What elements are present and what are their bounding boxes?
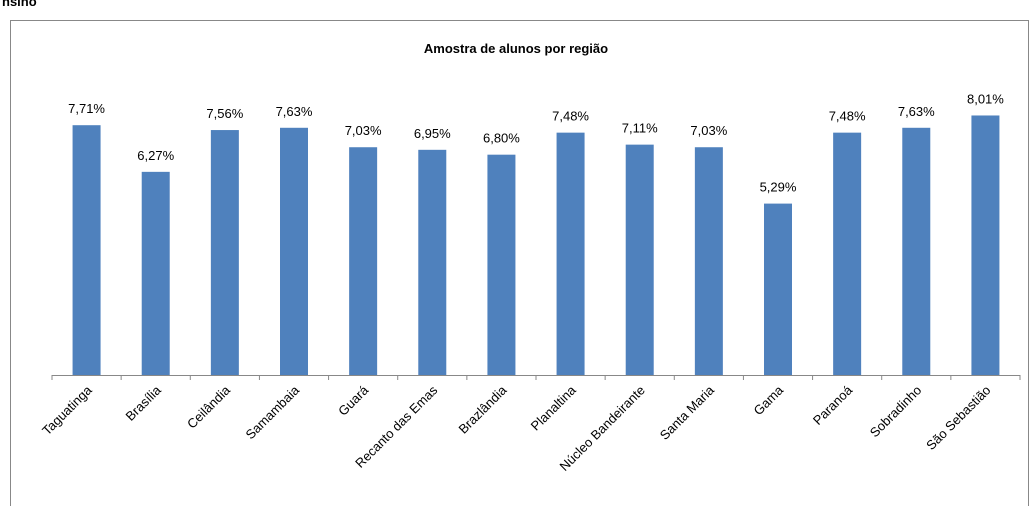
value-label: 6,95% <box>414 126 451 141</box>
bar <box>556 132 585 375</box>
value-label: 5,29% <box>760 180 797 195</box>
chart-title: Amostra de alunos por região <box>424 41 608 56</box>
value-label: 7,48% <box>552 109 589 124</box>
value-label: 6,27% <box>137 148 174 163</box>
bar <box>694 147 723 375</box>
value-label: 8,01% <box>967 91 1004 106</box>
value-label: 7,48% <box>829 109 866 124</box>
bar <box>418 149 447 375</box>
value-label: 7,63% <box>898 104 935 119</box>
value-label: 7,11% <box>622 121 658 136</box>
value-label: 7,56% <box>206 106 243 121</box>
value-label: 7,71% <box>68 101 105 116</box>
bar <box>210 130 239 375</box>
bar <box>141 171 170 375</box>
value-label: 7,03% <box>690 123 727 138</box>
bar <box>971 115 1000 375</box>
bar <box>280 127 308 376</box>
bar <box>625 144 654 375</box>
bar <box>487 154 516 375</box>
value-label: 7,03% <box>345 123 382 138</box>
bar <box>349 147 378 375</box>
heading: nsino <box>2 0 37 9</box>
value-label: 7,63% <box>276 104 313 119</box>
bar <box>902 127 931 376</box>
bar <box>833 132 862 375</box>
bar <box>764 203 792 375</box>
value-label: 6,80% <box>483 131 520 146</box>
bar <box>72 125 101 375</box>
